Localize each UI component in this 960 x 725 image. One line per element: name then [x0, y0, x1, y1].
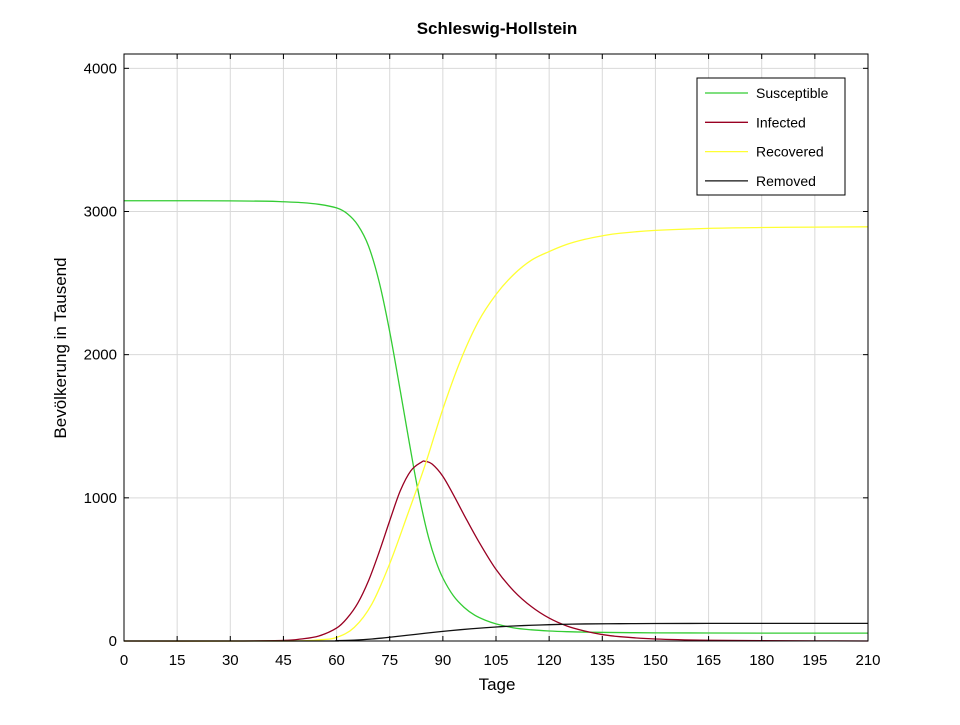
y-tick-label: 0: [109, 633, 117, 650]
x-tick-label: 15: [169, 652, 186, 669]
legend-label-recovered: Recovered: [756, 144, 824, 160]
x-tick-label: 135: [590, 652, 615, 669]
x-tick-label: 90: [435, 652, 452, 669]
x-tick-label: 180: [749, 652, 774, 669]
axis-ticks: 0 15 30 45 60 75 90 105 120 135 150 165 180 195 210 0 10…: [84, 54, 881, 669]
x-tick-label: 60: [328, 652, 345, 669]
legend-items: Susceptible Infected Recovered Removed: [705, 85, 829, 189]
x-tick-label: 210: [855, 652, 880, 669]
legend: Susceptible Infected Recovered Removed: [696, 77, 846, 196]
y-axis-label: Bevölkerung in Tausend: [51, 257, 70, 438]
x-tick-label: 165: [696, 652, 721, 669]
legend-label-susceptible: Susceptible: [756, 85, 829, 101]
x-tick-label: 75: [381, 652, 398, 669]
series-line-recovered: [123, 226, 869, 642]
x-tick-label: 150: [643, 652, 668, 669]
x-tick-label: 0: [120, 652, 128, 669]
chart-title: Schleswig-Hollstein: [417, 19, 578, 38]
series-lines: [123, 200, 869, 642]
y-tick-label: 4000: [84, 60, 117, 77]
x-tick-label: 120: [537, 652, 562, 669]
x-tick-label: 30: [222, 652, 239, 669]
series-line-removed: [123, 622, 868, 642]
y-tick-label: 1000: [84, 490, 117, 507]
x-tick-label: 45: [275, 652, 292, 669]
legend-label-removed: Removed: [756, 173, 816, 189]
legend-label-infected: Infected: [756, 114, 806, 130]
y-tick-label: 2000: [84, 347, 117, 364]
legend-box: [696, 77, 846, 196]
x-tick-label: 105: [483, 652, 508, 669]
x-axis-label: Tage: [479, 675, 516, 694]
series-line-infected: [123, 460, 869, 642]
y-tick-label: 3000: [84, 203, 117, 220]
x-tick-label: 195: [802, 652, 827, 669]
